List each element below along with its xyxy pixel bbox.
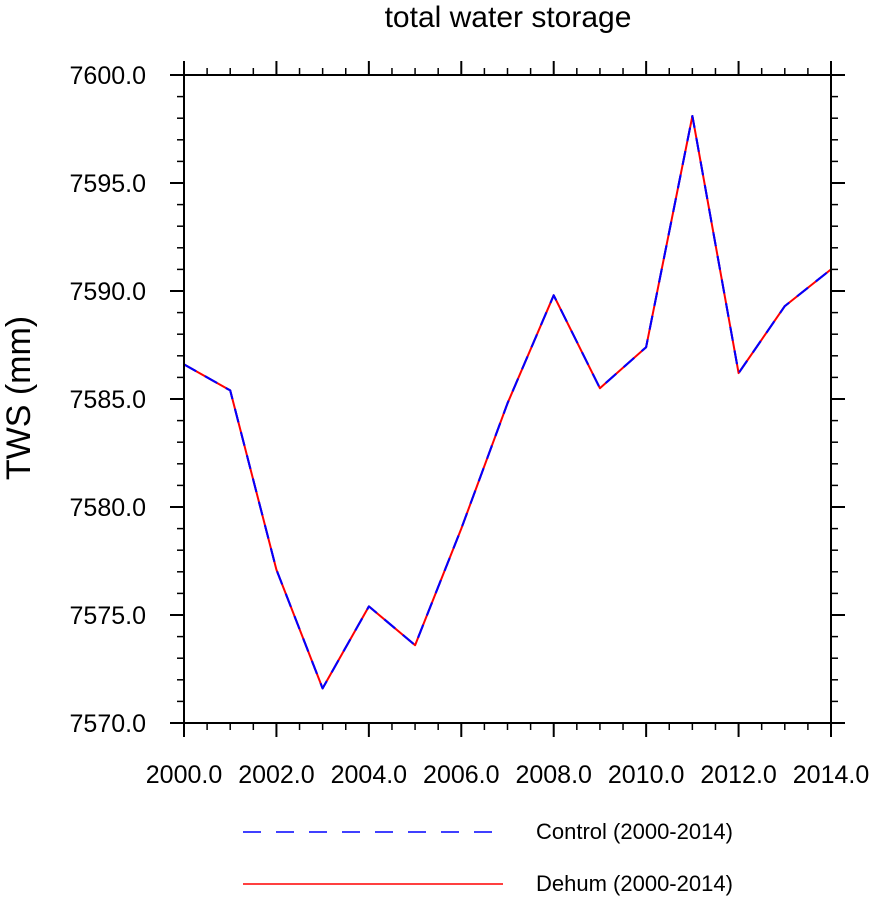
y-tick-label: 7600.0 (70, 62, 146, 90)
legend-label-0: Control (2000-2014) (536, 819, 733, 844)
x-tick-label: 2008.0 (515, 761, 591, 789)
y-tick-label: 7570.0 (70, 710, 146, 738)
y-tick-label: 7585.0 (70, 386, 146, 414)
x-tick-label: 2014.0 (793, 761, 869, 789)
x-tick-label: 2010.0 (608, 761, 684, 789)
plot-frame (183, 74, 832, 724)
y-tick-label: 7580.0 (70, 494, 146, 522)
series-line-overlay (183, 115, 832, 690)
y-tick-label: 7595.0 (70, 170, 146, 198)
x-tick-label: 2000.0 (146, 761, 222, 789)
x-tick-label: 2004.0 (331, 761, 407, 789)
y-tick-label: 7575.0 (70, 602, 146, 630)
legend-label-1: Dehum (2000-2014) (536, 871, 733, 896)
chart-title: total water storage (385, 1, 632, 34)
y-axis-label: TWS (mm) (0, 316, 38, 480)
x-tick-label: 2006.0 (423, 761, 499, 789)
x-tick-label: 2012.0 (700, 761, 776, 789)
x-tick-label: 2002.0 (238, 761, 314, 789)
y-tick-label: 7590.0 (70, 278, 146, 306)
